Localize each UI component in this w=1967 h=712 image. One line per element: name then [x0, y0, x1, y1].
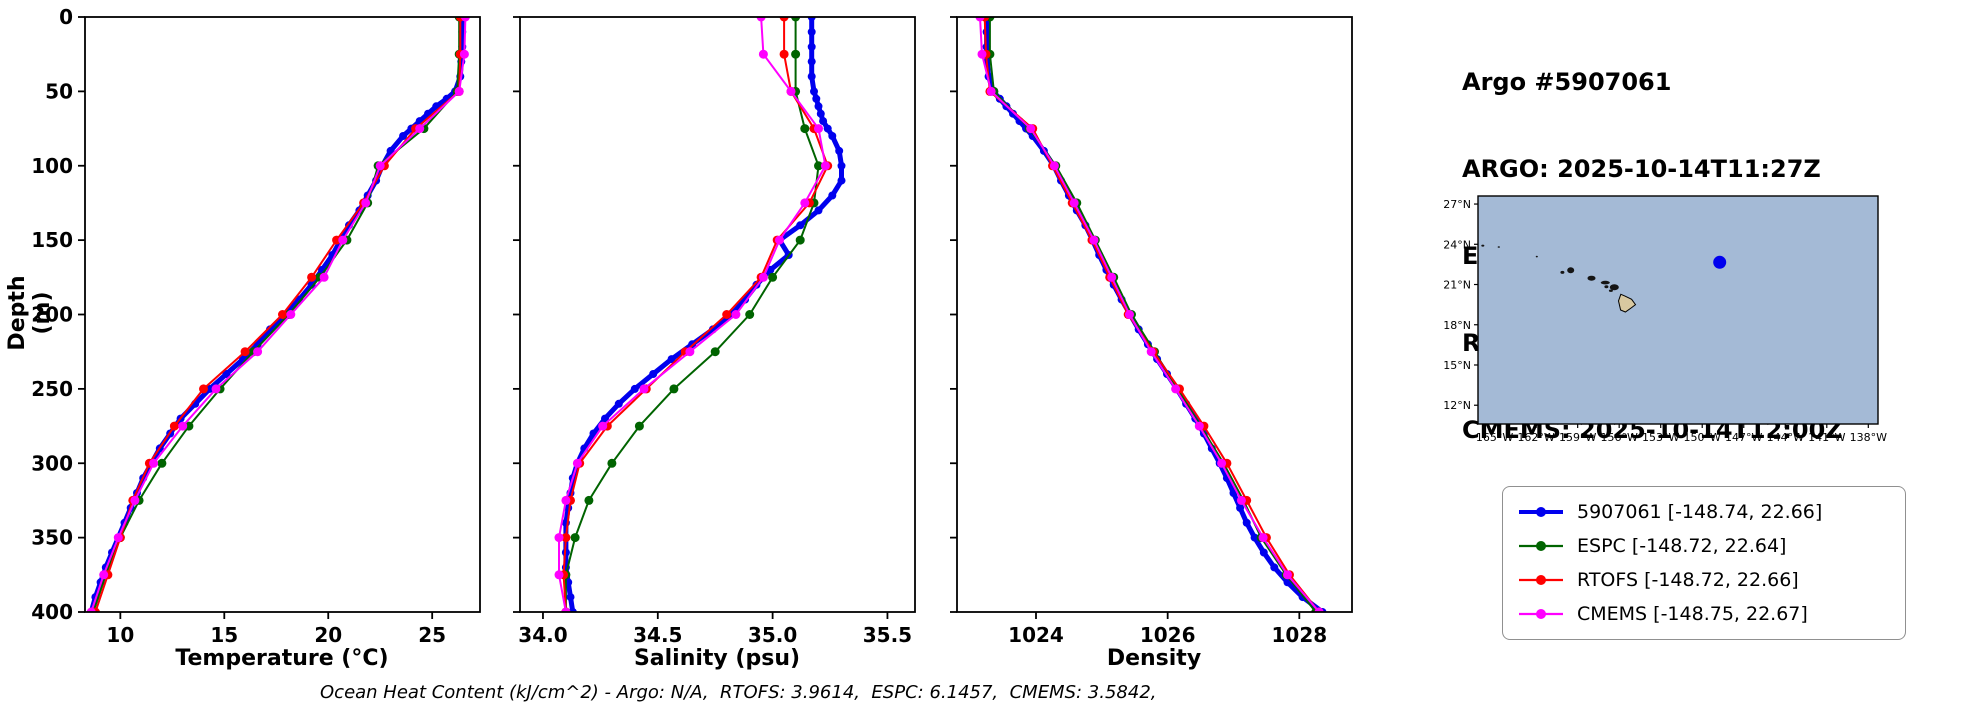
espc-line-swatch	[1519, 541, 1563, 551]
svg-text:165°W: 165°W	[1476, 431, 1513, 444]
argo-float-title: Argo #5907061	[1462, 68, 1672, 96]
svg-text:50: 50	[45, 79, 73, 103]
svg-text:100: 100	[31, 154, 73, 178]
svg-text:147°W: 147°W	[1725, 431, 1762, 444]
temperature-axis-label: Temperature (°C)	[175, 646, 389, 671]
svg-text:150°W: 150°W	[1684, 431, 1721, 444]
series-RTOFS	[90, 17, 465, 612]
svg-text:21°N: 21°N	[1443, 279, 1471, 292]
argo-timestamp: ARGO: 2025-10-14T11:27Z	[1462, 155, 1821, 183]
svg-text:15°N: 15°N	[1443, 359, 1471, 372]
legend-label-rtofs: RTOFS [-148.72, 22.66]	[1577, 569, 1799, 591]
svg-text:34.0: 34.0	[518, 623, 567, 647]
ocean-heat-content-caption: Ocean Heat Content (kJ/cm^2) - Argo: N/A…	[320, 682, 1157, 703]
legend-label-argo: 5907061 [-148.74, 22.66]	[1577, 501, 1823, 523]
legend-item-espc: ESPC [-148.72, 22.64]	[1517, 529, 1891, 563]
legend-item-argo: 5907061 [-148.74, 22.66]	[1517, 495, 1891, 529]
svg-text:1024: 1024	[1008, 623, 1064, 647]
svg-text:25: 25	[418, 623, 446, 647]
svg-text:250: 250	[31, 377, 73, 401]
legend-item-rtofs: RTOFS [-148.72, 22.66]	[1517, 563, 1891, 597]
location-map: 165°W 162°W 159°W 156°W 153°W 150°W 147°W 144°W…	[1443, 195, 1887, 444]
series-ESPC	[88, 17, 464, 612]
svg-text:156°W: 156°W	[1600, 431, 1637, 444]
salinity-panel: 34.0 34.5 35.0 35.5	[513, 16, 916, 647]
svg-text:0: 0	[59, 5, 73, 29]
svg-text:12°N: 12°N	[1443, 399, 1471, 412]
series-RTOFS	[980, 17, 1324, 612]
series-5907061	[87, 17, 467, 612]
svg-text:153°W: 153°W	[1642, 431, 1679, 444]
svg-text:138°W: 138°W	[1850, 431, 1887, 444]
legend-label-cmems: CMEMS [-148.75, 22.67]	[1577, 603, 1808, 625]
series-5907061	[982, 17, 1327, 612]
svg-text:159°W: 159°W	[1559, 431, 1596, 444]
svg-text:15: 15	[210, 623, 238, 647]
series-ESPC	[561, 17, 823, 612]
series-ESPC	[985, 17, 1321, 612]
legend: 5907061 [-148.74, 22.66] ESPC [-148.72, …	[1502, 486, 1906, 640]
salinity-axis-label: Salinity (psu)	[633, 646, 801, 671]
svg-text:20: 20	[314, 623, 342, 647]
series-RTOFS	[559, 17, 833, 612]
density-panel: 1024 1026 1028	[950, 16, 1353, 647]
svg-text:34.5: 34.5	[633, 623, 682, 647]
cmems-line-swatch	[1519, 609, 1563, 619]
big-island	[1617, 293, 1637, 313]
series-CMEMS	[86, 17, 470, 612]
series-CMEMS	[975, 17, 1324, 612]
legend-item-cmems: CMEMS [-148.75, 22.67]	[1517, 597, 1891, 631]
svg-text:141°W: 141°W	[1808, 431, 1845, 444]
svg-text:150: 150	[31, 228, 73, 252]
series-CMEMS	[554, 17, 830, 612]
argo-line-swatch	[1519, 507, 1563, 517]
svg-text:1028: 1028	[1271, 623, 1327, 647]
legend-label-espc: ESPC [-148.72, 22.64]	[1577, 535, 1787, 557]
svg-text:35.0: 35.0	[748, 623, 797, 647]
density-axis-label: Density	[1106, 646, 1202, 671]
svg-text:350: 350	[31, 526, 73, 550]
svg-text:35.5: 35.5	[863, 623, 912, 647]
svg-text:24°N: 24°N	[1443, 238, 1471, 251]
float-position-marker	[1713, 255, 1727, 269]
depth-axis-label: Depth (m)	[5, 275, 55, 351]
svg-text:400: 400	[31, 600, 73, 624]
hawaiian-islands	[1481, 244, 1637, 313]
svg-text:300: 300	[31, 451, 73, 475]
svg-text:1026: 1026	[1140, 623, 1196, 647]
svg-text:162°W: 162°W	[1517, 431, 1554, 444]
ocean-area	[1477, 195, 1879, 425]
series-5907061	[561, 17, 846, 612]
svg-text:27°N: 27°N	[1443, 198, 1471, 211]
svg-text:200: 200	[31, 303, 73, 327]
rtofs-line-swatch	[1519, 575, 1563, 585]
svg-text:10: 10	[106, 623, 134, 647]
svg-text:144°W: 144°W	[1767, 431, 1804, 444]
svg-text:18°N: 18°N	[1443, 319, 1471, 332]
